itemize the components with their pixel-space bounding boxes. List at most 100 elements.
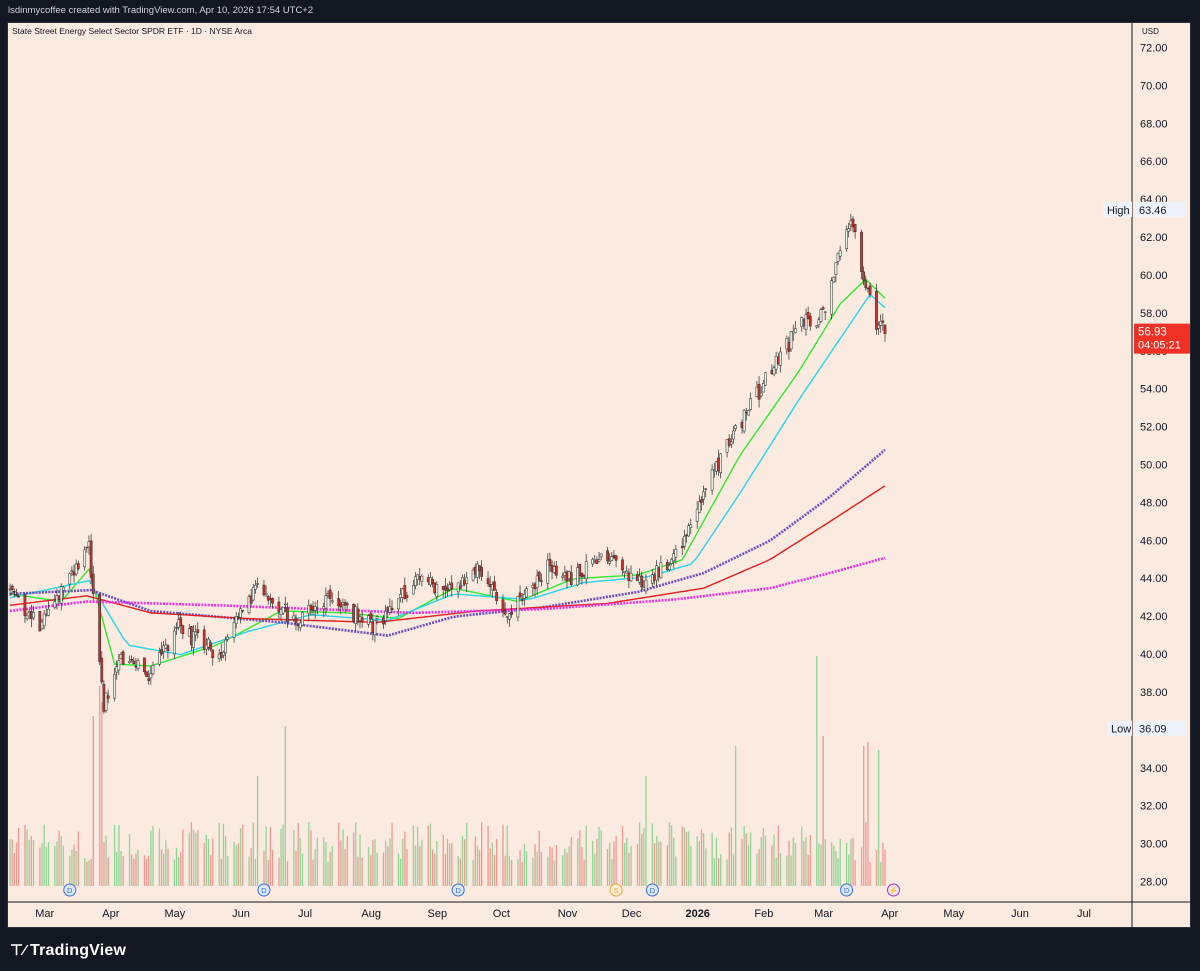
dividend-marker[interactable] (645, 883, 659, 897)
candle-body (725, 439, 729, 453)
volume-bar (182, 829, 184, 886)
volume-bar (436, 841, 438, 886)
volume-bar (297, 823, 299, 886)
candle-body (830, 280, 833, 315)
volume-bar (715, 837, 718, 886)
candle-body (373, 620, 377, 636)
candle-body (444, 585, 447, 591)
volume-bar (148, 855, 150, 886)
dividend-marker[interactable] (451, 883, 465, 897)
dividend-marker[interactable] (840, 883, 854, 897)
volume-bar (239, 828, 242, 886)
y-tick-label: 62.00 (1140, 232, 1168, 244)
candle-body (806, 312, 810, 320)
volume-bar (491, 842, 494, 886)
candle-body (192, 631, 195, 648)
candle-body (881, 320, 885, 323)
volume-bar (786, 855, 788, 886)
volume-bar (286, 861, 289, 886)
price-chart[interactable]: 72.0070.0068.0066.0064.0062.0060.0058.00… (8, 23, 1190, 927)
volume-bar (47, 842, 50, 886)
currency-label[interactable]: USD (1142, 27, 1159, 36)
candle-body (8, 588, 12, 591)
candle-body (390, 607, 394, 611)
volume-bar (399, 858, 402, 886)
volume-bar (495, 839, 498, 886)
candle-body (761, 383, 765, 393)
volume-bar (113, 825, 116, 886)
candle-body (38, 611, 42, 632)
candle-body (70, 570, 74, 572)
volume-bar (86, 861, 88, 886)
dividend-marker[interactable] (257, 883, 271, 897)
high-label: High (1107, 205, 1130, 217)
volume-bar (173, 859, 176, 886)
dividend-marker[interactable] (63, 883, 77, 897)
volume-bar (267, 859, 269, 886)
volume-bar (839, 838, 841, 886)
candle-body (655, 565, 658, 581)
candle-body (209, 642, 212, 650)
y-tick-label: 46.00 (1140, 535, 1168, 547)
volume-bar (517, 859, 519, 886)
candle-body (104, 692, 108, 711)
volume-bar (41, 843, 43, 886)
x-tick-label: 2026 (685, 908, 709, 920)
candle-body (194, 631, 198, 636)
candle-body (15, 594, 18, 596)
volume-bar (540, 851, 543, 886)
candle-body (680, 546, 684, 548)
x-tick-label: Jun (1011, 908, 1029, 920)
tradingview-logo[interactable]: ⊤⁄ TradingView (10, 941, 126, 960)
candle-body (307, 605, 311, 614)
y-tick-label: 42.00 (1140, 611, 1168, 623)
volume-bar (651, 823, 654, 886)
candle-body (337, 598, 341, 607)
candle-body (226, 636, 230, 640)
volume-bar (224, 836, 227, 886)
x-tick-label: Jul (298, 908, 312, 920)
candle-body (823, 311, 827, 313)
candle-body (315, 607, 319, 609)
candle-body (740, 422, 744, 428)
volume-bar (374, 839, 376, 886)
candle-body (311, 606, 315, 612)
volume-bar (734, 746, 737, 886)
candle-body (580, 573, 584, 578)
volume-bar (28, 840, 30, 886)
volume-bar (801, 826, 803, 886)
candle-body (683, 536, 686, 547)
candle-body (196, 629, 200, 633)
candle-body (277, 601, 281, 612)
volume-bar (451, 843, 453, 886)
volume-bar (312, 859, 314, 886)
volume-bar (397, 853, 400, 886)
candle-body (266, 596, 270, 601)
candle-body (339, 602, 343, 608)
last-price-value: 56.93 (1138, 327, 1167, 339)
split-marker[interactable] (609, 883, 623, 897)
event-marker[interactable] (887, 883, 901, 897)
y-tick-label: 44.00 (1140, 573, 1168, 585)
candle-body (471, 569, 475, 581)
volume-bar (446, 838, 449, 886)
candle-body (834, 262, 838, 275)
high-tag (1103, 201, 1132, 217)
volume-bar (698, 841, 701, 886)
volume-bar (30, 835, 33, 886)
volume-bar (352, 832, 355, 886)
y-tick-label: 60.00 (1140, 270, 1168, 282)
volume-bar (361, 857, 363, 886)
volume-bar (613, 841, 615, 886)
volume-bar (71, 849, 73, 886)
candle-body (535, 575, 539, 588)
volume-bar (745, 833, 747, 886)
y-tick-label: 28.00 (1140, 877, 1168, 889)
candle-body (177, 619, 180, 628)
candle-body (151, 664, 155, 675)
candle-body (429, 577, 432, 586)
candle-body (597, 559, 601, 562)
candle-body (149, 673, 153, 679)
volume-bar (773, 834, 775, 886)
candle-body (296, 624, 300, 626)
